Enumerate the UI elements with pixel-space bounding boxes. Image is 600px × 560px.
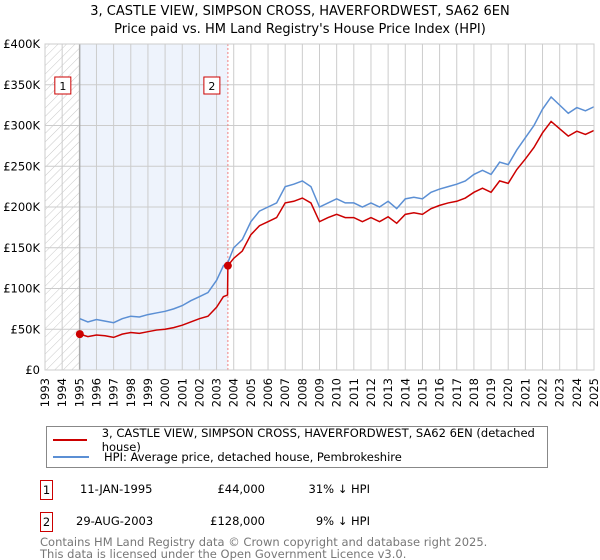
x-tick-label: 2023 [553, 378, 567, 407]
legend-swatch-red [53, 439, 87, 441]
y-tick-label: £250K [3, 159, 40, 173]
x-tick-label: 1993 [38, 378, 52, 407]
y-tick-label: £150K [3, 241, 40, 255]
x-tick-label: 1999 [141, 378, 155, 407]
y-tick-label: £350K [3, 78, 40, 92]
x-tick-label: 2015 [415, 378, 429, 407]
x-tick-label: 2018 [467, 378, 481, 407]
x-tick-label: 1998 [124, 378, 138, 407]
chart-subtitle: Price paid vs. HM Land Registry's House … [114, 22, 486, 37]
x-tick-label: 2019 [484, 378, 498, 407]
y-tick-label: £100K [3, 282, 40, 296]
sale-label-box [54, 76, 72, 95]
x-tick-label: 2008 [295, 378, 309, 407]
transaction-hpi-diff: 9% ↓ HPI [315, 514, 370, 528]
x-tick-label: 1996 [89, 378, 103, 407]
x-tick-label: 2020 [501, 378, 515, 407]
x-tick-label: 2021 [518, 378, 532, 407]
legend-label: HPI: Average price, detached house, Pemb… [104, 450, 402, 464]
legend-label: 3, CASTLE VIEW, SIMPSON CROSS, HAVERFORD… [101, 426, 535, 454]
y-tick-label: £0 [25, 363, 40, 377]
x-tick-label: 1995 [72, 378, 86, 407]
x-tick-label: 2003 [210, 378, 224, 407]
x-tick-label: 2022 [536, 378, 550, 407]
transaction-price: £44,000 [217, 482, 265, 496]
x-tick-label: 2005 [244, 378, 258, 407]
x-tick-label: 2010 [330, 378, 344, 407]
transaction-date: 11-JAN-1995 [80, 482, 153, 496]
chart-title: 3, CASTLE VIEW, SIMPSON CROSS, HAVERFORD… [90, 4, 510, 19]
chart-legend: 3, CASTLE VIEW, SIMPSON CROSS, HAVERFORD… [46, 426, 548, 468]
plot-frame [44, 43, 595, 371]
x-tick-label: 2004 [227, 378, 241, 407]
footer-licence: This data is licensed under the Open Gov… [40, 547, 407, 560]
x-tick-label: 2002 [192, 378, 206, 407]
x-tick-label: 2011 [347, 378, 361, 407]
x-tick-label: 2025 [587, 378, 600, 407]
x-tick-label: 2007 [278, 378, 292, 407]
y-tick-label: £300K [3, 119, 40, 133]
legend-item-price-paid: 3, CASTLE VIEW, SIMPSON CROSS, HAVERFORD… [47, 426, 547, 454]
transaction-number: 2 [40, 512, 53, 532]
y-tick-label: £200K [3, 200, 40, 214]
x-tick-label: 1994 [55, 378, 69, 407]
x-tick-label: 2001 [175, 378, 189, 407]
y-tick-label: £400K [3, 37, 40, 51]
x-tick-label: 2014 [398, 378, 412, 407]
legend-item-hpi: HPI: Average price, detached house, Pemb… [47, 449, 402, 465]
y-tick-label: £50K [11, 322, 41, 336]
transaction-row: 1 11-JAN-1995 £44,000 31% ↓ HPI [0, 480, 600, 502]
x-tick-label: 2017 [450, 378, 464, 407]
sale-label: 1 [59, 80, 66, 93]
sale-marker [223, 261, 232, 270]
transaction-price: £128,000 [210, 514, 265, 528]
x-tick-label: 2016 [433, 378, 447, 407]
hpi-line [79, 95, 595, 324]
sale-label: 2 [208, 80, 215, 93]
transaction-date: 29-AUG-2003 [76, 514, 154, 528]
x-tick-label: 1997 [107, 378, 121, 407]
footer-copyright: Contains HM Land Registry data © Crown c… [40, 535, 488, 549]
transaction-number: 1 [40, 480, 53, 500]
x-tick-label: 2013 [381, 378, 395, 407]
x-tick-label: 2000 [158, 378, 172, 407]
transaction-hpi-diff: 31% ↓ HPI [308, 482, 370, 496]
x-tick-label: 2024 [570, 378, 584, 407]
transaction-row: 2 29-AUG-2003 £128,000 9% ↓ HPI [0, 512, 600, 534]
sale-label-box [203, 76, 221, 95]
legend-swatch-blue [53, 456, 89, 458]
price-paid-line [79, 120, 595, 339]
x-tick-label: 2012 [364, 378, 378, 407]
x-tick-label: 2006 [261, 378, 275, 407]
x-tick-label: 2009 [313, 378, 327, 407]
sale-marker [75, 330, 84, 339]
